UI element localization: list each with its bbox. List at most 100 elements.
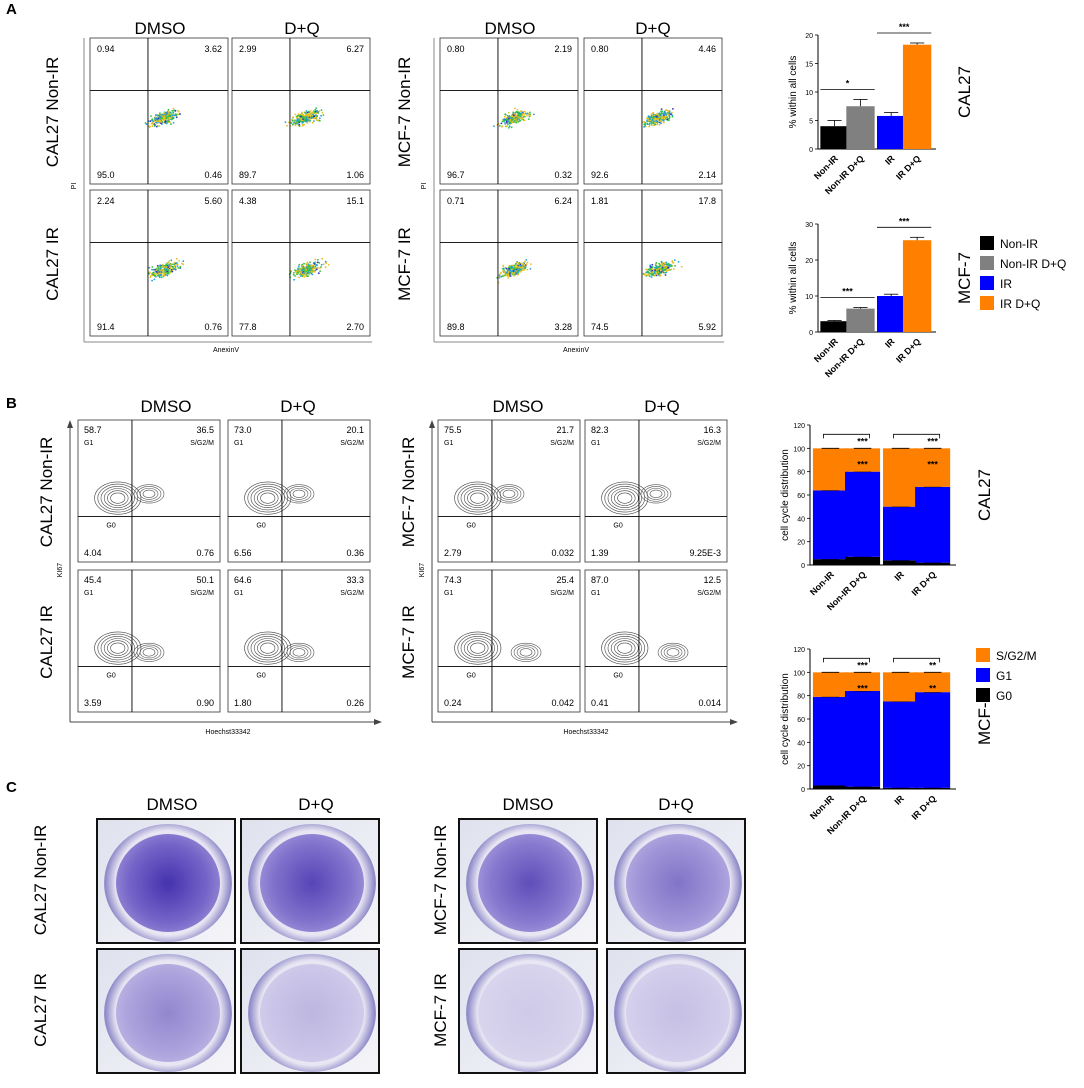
event-dot (306, 111, 309, 114)
contour (663, 646, 683, 659)
contour (666, 648, 680, 657)
event-dot (170, 123, 172, 126)
event-dot (173, 109, 175, 112)
event-dot (156, 113, 159, 116)
significance-star: *** (927, 436, 938, 446)
event-dot (172, 265, 174, 268)
event-dot (316, 115, 318, 118)
event-dot (648, 118, 651, 121)
contour (496, 486, 522, 502)
event-dot (525, 263, 528, 266)
event-dot (649, 264, 652, 267)
contour (100, 635, 135, 661)
event-dot (301, 116, 304, 119)
event-dot (314, 108, 317, 111)
quadrant-g0-value: 2.79 (444, 548, 462, 558)
quadrant-ur: 6.24 (554, 196, 572, 206)
event-dot (320, 266, 322, 268)
event-dot (309, 110, 312, 112)
y-tick-label: 15 (805, 62, 813, 69)
event-dot (168, 269, 171, 272)
legend-swatch (980, 276, 994, 290)
event-dot (306, 272, 309, 275)
dish-stain (260, 964, 364, 1062)
event-dot (663, 111, 666, 114)
event-dot (174, 268, 177, 270)
contour (502, 489, 516, 498)
event-dot (310, 112, 312, 114)
event-dot (524, 260, 526, 263)
event-dot (501, 125, 503, 128)
contour (493, 484, 525, 504)
event-dot (529, 114, 532, 117)
event-dot (667, 266, 670, 269)
event-dot (319, 267, 321, 270)
y-tick-label: 0 (801, 787, 805, 794)
event-dot (667, 269, 670, 271)
contour (454, 481, 502, 515)
event-dot (650, 121, 653, 123)
plot-frame (89, 37, 229, 185)
event-dot (656, 115, 658, 118)
event-dot (312, 116, 314, 119)
event-dot (642, 121, 645, 123)
contour (457, 633, 499, 663)
contour (107, 640, 129, 656)
header-dmso-b2: DMSO (493, 397, 544, 416)
event-dot (520, 115, 523, 117)
event-dot (655, 261, 658, 264)
header-dq-b1: D+Q (280, 397, 315, 416)
dish-stain (626, 964, 730, 1062)
event-dot (644, 272, 647, 274)
plot-frame (89, 189, 229, 337)
event-dot (300, 271, 302, 274)
event-dot (300, 115, 302, 118)
event-dot (299, 268, 301, 271)
event-dot (303, 262, 305, 265)
event-dot (170, 268, 173, 271)
bar-sg2m (812, 672, 848, 697)
event-dot (505, 117, 508, 119)
event-dot (295, 120, 298, 122)
event-dot (160, 276, 163, 279)
event-dot (171, 270, 174, 273)
event-dot (662, 119, 665, 122)
event-dot (162, 271, 165, 274)
event-dot (305, 110, 308, 112)
event-dot (520, 265, 523, 267)
x-tick-label: Non-IR (808, 569, 836, 597)
event-dot (654, 123, 657, 126)
event-dot (510, 121, 513, 124)
legend-apoptosis: Non-IR Non-IR D+Q IR IR D+Q (980, 236, 1066, 311)
panel-label-c: C (6, 779, 17, 796)
event-dot (651, 266, 654, 269)
event-dot (650, 266, 652, 268)
quadrant-lr-value: 0.26 (346, 698, 364, 708)
quadrant-sg2m-value: 21.7 (556, 425, 574, 435)
bar (877, 115, 906, 149)
plot-frame (437, 419, 581, 563)
event-dot (516, 109, 519, 111)
event-dot (508, 264, 511, 267)
bar-g1 (883, 701, 919, 788)
bar-sg2m (883, 672, 919, 702)
event-dot (515, 264, 517, 267)
quadrant-sg2m-value: 36.5 (196, 425, 214, 435)
contour (614, 490, 636, 506)
event-dot (650, 124, 653, 127)
event-dot (175, 114, 178, 117)
y-tick-label: 10 (805, 90, 813, 97)
contour (286, 644, 312, 661)
event-dot (522, 113, 524, 115)
event-dot (155, 273, 157, 276)
dish-stain (478, 834, 582, 932)
event-dot (305, 270, 308, 273)
event-dot (307, 269, 309, 272)
contour (94, 481, 142, 515)
event-dot (512, 272, 515, 275)
cellcycle-plot-cal27-ir-dmso: 45.4 G1 50.1 S/G2/M G0 3.59 0.90 (77, 569, 221, 713)
event-dot (523, 110, 526, 113)
event-dot (298, 276, 300, 279)
event-dot (651, 119, 654, 122)
event-dot (493, 125, 495, 127)
